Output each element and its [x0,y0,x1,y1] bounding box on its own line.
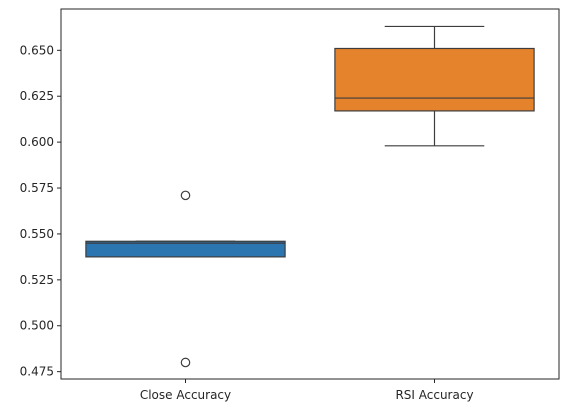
plot-area [85,25,535,368]
box-2 [334,25,535,147]
y-tick-label: 0.650 [20,43,54,57]
y-tick-label: 0.475 [20,365,54,379]
x-tick-label: RSI Accuracy [395,388,473,402]
y-tick-label: 0.625 [20,89,54,103]
box-body [85,240,286,258]
y-tick-label: 0.600 [20,135,54,149]
y-tick-label: 0.500 [20,319,54,333]
outlier-point [180,190,191,201]
x-tick-label: Close Accuracy [140,388,231,402]
box-body [334,47,535,112]
axes-frame [60,8,560,380]
y-axis: 0.475 0.500 0.525 0.550 0.575 0.600 0.625 0.650 [20,43,61,379]
y-tick-label: 0.550 [20,227,54,241]
box-1 [85,190,286,368]
x-axis: Close Accuracy RSI Accuracy [140,379,474,402]
y-tick-label: 0.575 [20,181,54,195]
y-tick-label: 0.525 [20,273,54,287]
outlier-point [180,357,191,368]
